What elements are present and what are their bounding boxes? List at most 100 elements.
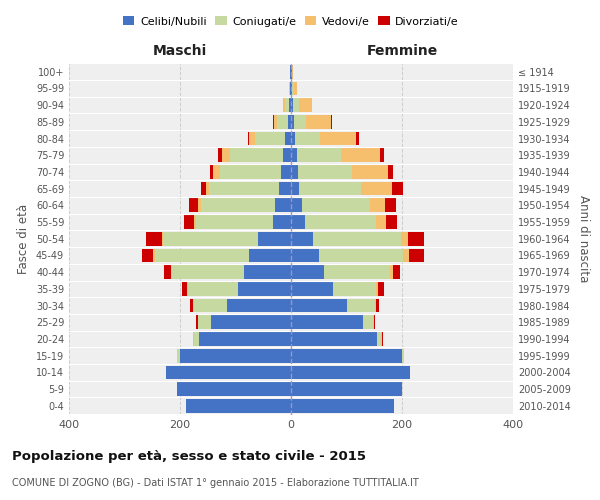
Bar [291, 215, 305, 229]
Bar [401, 232, 407, 245]
Bar [194, 332, 199, 346]
Text: Maschi: Maschi [153, 44, 207, 59]
Bar [385, 198, 397, 212]
Bar [238, 282, 291, 296]
Bar [281, 165, 291, 179]
Bar [386, 215, 397, 229]
Bar [155, 248, 250, 262]
Bar [273, 215, 291, 229]
Bar [277, 115, 288, 128]
Bar [291, 298, 347, 312]
Bar [199, 332, 291, 346]
Bar [332, 282, 376, 296]
Bar [407, 232, 424, 245]
Bar [291, 232, 313, 245]
Bar [142, 248, 154, 262]
Bar [211, 316, 291, 329]
Bar [289, 82, 290, 95]
Bar [393, 266, 400, 279]
Bar [199, 316, 211, 329]
Text: Femmine: Femmine [367, 44, 437, 59]
Bar [196, 215, 273, 229]
Y-axis label: Fasce di età: Fasce di età [17, 204, 30, 274]
Bar [198, 198, 200, 212]
Bar [230, 148, 283, 162]
Bar [291, 248, 319, 262]
Bar [409, 248, 424, 262]
Bar [298, 165, 352, 179]
Bar [161, 232, 163, 245]
Bar [188, 282, 238, 296]
Bar [325, 266, 390, 279]
Bar [313, 232, 401, 245]
Bar [291, 132, 295, 145]
Bar [218, 148, 221, 162]
Bar [194, 215, 196, 229]
Bar [214, 165, 220, 179]
Bar [163, 232, 258, 245]
Bar [291, 82, 292, 95]
Bar [286, 132, 291, 145]
Bar [291, 198, 302, 212]
Bar [292, 82, 294, 95]
Bar [190, 198, 198, 212]
Bar [185, 399, 291, 412]
Bar [177, 382, 291, 396]
Bar [331, 115, 332, 128]
Bar [275, 198, 291, 212]
Bar [220, 165, 281, 179]
Bar [209, 182, 279, 196]
Bar [210, 165, 214, 179]
Text: Popolazione per età, sesso e stato civile - 2015: Popolazione per età, sesso e stato civil… [12, 450, 366, 463]
Bar [295, 132, 320, 145]
Bar [361, 182, 392, 196]
Bar [194, 298, 227, 312]
Bar [356, 132, 359, 145]
Bar [374, 316, 375, 329]
Bar [378, 282, 383, 296]
Bar [180, 349, 291, 362]
Bar [291, 98, 293, 112]
Bar [376, 298, 379, 312]
Bar [294, 82, 297, 95]
Bar [388, 165, 392, 179]
Bar [352, 165, 388, 179]
Bar [291, 366, 410, 379]
Bar [380, 148, 384, 162]
Bar [390, 266, 393, 279]
Bar [363, 316, 373, 329]
Bar [255, 132, 286, 145]
Bar [196, 316, 198, 329]
Bar [288, 115, 291, 128]
Bar [291, 349, 402, 362]
Bar [403, 248, 409, 262]
Bar [320, 132, 356, 145]
Bar [376, 215, 386, 229]
Bar [206, 182, 209, 196]
Bar [377, 332, 382, 346]
Bar [341, 148, 380, 162]
Bar [319, 248, 403, 262]
Bar [154, 248, 155, 262]
Bar [146, 232, 161, 245]
Bar [200, 198, 275, 212]
Bar [291, 332, 377, 346]
Bar [299, 182, 361, 196]
Bar [182, 282, 187, 296]
Bar [291, 148, 296, 162]
Bar [221, 148, 230, 162]
Bar [291, 182, 299, 196]
Bar [258, 232, 291, 245]
Bar [291, 382, 402, 396]
Bar [244, 266, 291, 279]
Bar [294, 115, 306, 128]
Bar [291, 316, 363, 329]
Bar [279, 182, 291, 196]
Bar [170, 266, 172, 279]
Bar [392, 182, 403, 196]
Bar [402, 349, 404, 362]
Bar [190, 298, 193, 312]
Bar [285, 98, 289, 112]
Bar [227, 298, 291, 312]
Bar [184, 215, 194, 229]
